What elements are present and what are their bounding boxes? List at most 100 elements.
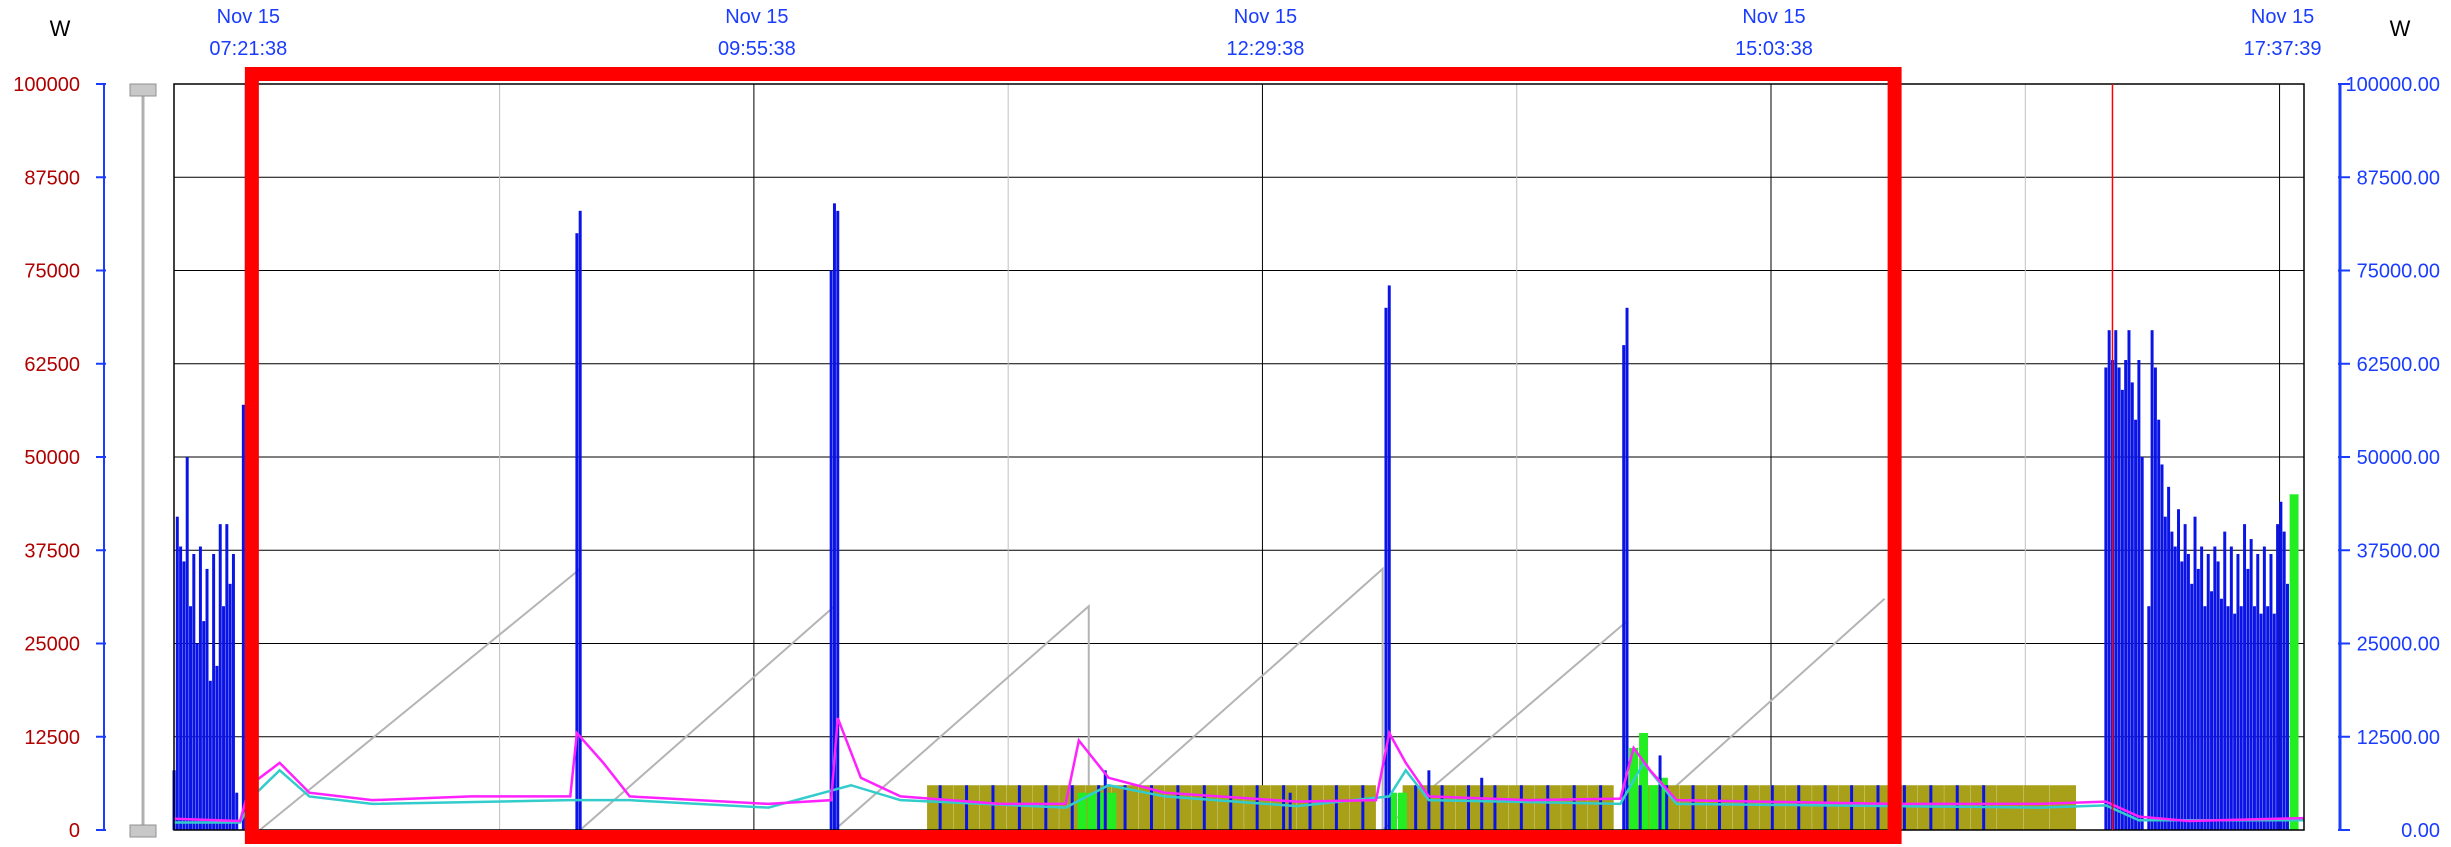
blue-bar [175,516,179,830]
blue-bar [1519,785,1523,830]
blue-bar [2246,568,2250,830]
blue-bar [2206,553,2210,830]
blue-bar [1625,307,1629,830]
blue-bar-series [172,151,2289,831]
blue-bar [2262,546,2266,830]
scrollbar-top-handle[interactable] [129,83,157,97]
blue-bar [189,606,192,830]
blue-bar [2190,583,2194,830]
left-tick-label: 75000 [24,261,80,283]
blue-bar [2157,419,2161,830]
blue-bar [2137,360,2141,830]
blue-bar [1123,785,1127,830]
blue-bar [938,785,942,830]
blue-bar [202,621,206,830]
time-tick-date: Nov 15 [217,6,280,28]
grid [174,84,2304,830]
green-bar [1658,777,1668,830]
time-tick-date: Nov 15 [1234,6,1297,28]
blue-bar [1876,785,1880,830]
blue-bar [1097,785,1101,830]
scrollbar-bottom-handle[interactable] [129,824,157,838]
green-bar [2289,494,2299,830]
blue-bar [2200,546,2204,830]
green-bar [1107,792,1117,830]
blue-bar [1202,785,1206,830]
blue-bar [1414,785,1418,830]
blue-bar [836,210,840,830]
left-tick-label: 12500 [24,727,80,749]
blue-bar [1282,785,1286,830]
right-tick-label: 87500.00 [2357,167,2440,189]
green-bar [1097,792,1107,830]
green-bar [1388,792,1398,830]
blue-bar [2282,531,2286,830]
left-tick-label: 0 [69,820,80,842]
line-series [173,717,2305,824]
left-tick-label: 37500 [24,540,80,562]
blue-bar [2229,546,2233,830]
blue-bar [1150,785,1153,830]
blue-bar [965,785,969,830]
blue-bar [1070,785,1074,830]
blue-bar [2266,606,2270,830]
blue-bar [2279,501,2283,830]
blue-bar [2130,382,2134,830]
blue-bar [235,792,239,830]
blue-bar [2239,606,2243,830]
time-tick-time: 09:55:38 [718,38,796,60]
blue-bar [205,568,209,830]
time-axis-ticks: Nov 15 07:21:38 Nov 15 09:55:38 Nov 15 12:29:… [209,6,2321,60]
cyan-line [174,760,2304,824]
blue-bar [2114,330,2118,830]
blue-bar [2167,486,2171,830]
blue-bar [2233,613,2237,830]
blue-bar [1744,785,1748,830]
blue-bar [241,404,245,830]
blue-bar [1288,792,1292,830]
blue-bar [1823,785,1827,830]
blue-bar [2173,546,2177,830]
blue-bar [1176,785,1180,830]
blue-bar [222,606,226,830]
blue-bar [1384,307,1388,830]
blue-bar [2269,553,2273,830]
blue-bar [208,680,212,830]
blue-bar [2180,561,2184,830]
blue-bar [2259,613,2263,830]
right-tick-label: 0.00 [2401,820,2440,842]
blue-bar [2216,561,2220,830]
left-tick-label: 50000 [24,447,80,469]
green-bar [1398,792,1407,830]
blue-bar [225,524,229,830]
blue-bar [1229,785,1233,830]
blue-bar [1017,785,1021,830]
blue-bar [2210,591,2214,830]
blue-bar [1665,785,1669,830]
blue-bar [1599,785,1603,830]
blue-bar [2147,606,2151,830]
blue-bar [2160,464,2164,830]
blue-bar [195,643,199,830]
time-tick-date: Nov 15 [2251,6,2314,28]
blue-bar [991,785,995,830]
blue-bar [212,553,216,830]
right-tick-label: 62500.00 [2357,354,2440,376]
left-tick-label: 25000 [24,634,80,656]
left-axis-unit: W [50,16,71,41]
blue-bar [179,546,183,830]
blue-bar [2163,516,2167,830]
right-tick-label: 25000.00 [2357,634,2440,656]
blue-bar [1480,777,1484,830]
time-tick-time: 17:37:39 [2244,38,2322,60]
left-tick-label: 62500 [24,354,80,376]
right-tick-label: 75000.00 [2357,261,2440,283]
blue-bar [832,203,836,831]
blue-bar [1387,285,1391,830]
blue-bar [2134,419,2138,830]
vertical-scrollbar[interactable] [129,83,157,838]
right-tick-label: 50000.00 [2357,447,2440,469]
blue-bar [1255,785,1259,830]
blue-bar [185,457,189,830]
